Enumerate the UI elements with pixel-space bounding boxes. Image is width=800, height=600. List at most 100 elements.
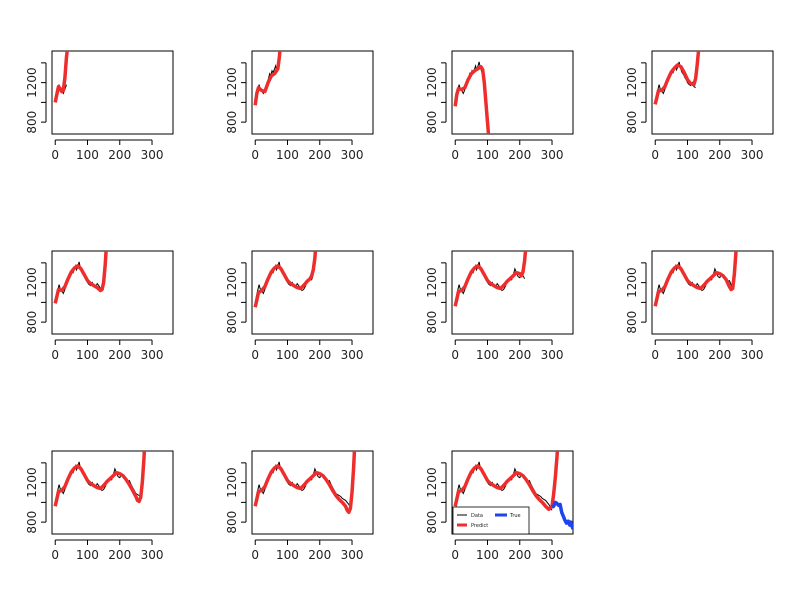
x-tick-label: 0: [51, 348, 59, 362]
x-tick-label: 100: [276, 148, 299, 162]
plot-content: [653, 251, 738, 307]
y-tick-label: 1200: [25, 67, 39, 98]
x-tick-label: 200: [508, 548, 531, 562]
y-tick-label: 800: [225, 111, 239, 134]
x-tick-label: 0: [251, 348, 259, 362]
x-tick-label: 0: [451, 348, 459, 362]
plot-box: [51, 250, 174, 335]
x-tick-label: 100: [676, 148, 699, 162]
x-tick-label: 200: [108, 348, 131, 362]
predict-line: [253, 251, 318, 308]
panel-5: 0 100 200 300 800 1200: [25, 250, 174, 362]
x-tick-label: 100: [676, 348, 699, 362]
panel-1: 0 100 200 300 800 1200: [25, 50, 174, 162]
y-tick-label: 1200: [625, 67, 639, 98]
x-tick-label: 300: [541, 548, 564, 562]
x-tick-label: 0: [451, 548, 459, 562]
x-tick-label: 100: [276, 348, 299, 362]
predict-line: [453, 65, 491, 134]
x-tick-label: 0: [251, 548, 259, 562]
plot-content: [53, 251, 108, 304]
predict-line: [53, 251, 108, 304]
panel-9: 0 100 200 300 800 1200: [25, 450, 174, 562]
y-tick-label: 800: [225, 511, 239, 534]
x-tick-label: 300: [741, 148, 764, 162]
x-tick-label: 300: [741, 348, 764, 362]
predict-line: [253, 451, 357, 515]
predict-line: [653, 251, 738, 307]
plot-box: [251, 50, 374, 135]
legend-label: True: [509, 513, 521, 519]
plot-content: [253, 51, 282, 106]
true-line: [551, 500, 573, 530]
panel-11: 0 100 200 300 800 1200 Data Predict True: [425, 450, 574, 562]
plot-content: [453, 61, 491, 134]
y-tick-label: 1200: [225, 467, 239, 498]
y-tick-label: 800: [425, 311, 439, 334]
plot-content: [253, 451, 357, 515]
y-tick-label: 1200: [425, 467, 439, 498]
x-tick-label: 100: [476, 148, 499, 162]
x-tick-label: 100: [276, 548, 299, 562]
x-tick-label: 0: [651, 148, 659, 162]
y-tick-label: 800: [25, 511, 39, 534]
x-tick-label: 200: [708, 348, 731, 362]
panel-2: 0 100 200 300 800 1200: [225, 50, 374, 162]
panel-6: 0 100 200 300 800 1200: [225, 250, 374, 362]
plot-content: [53, 451, 147, 507]
y-tick-label: 1200: [225, 267, 239, 298]
x-tick-label: 300: [341, 148, 364, 162]
plot-box: [51, 50, 174, 135]
x-tick-label: 300: [141, 548, 164, 562]
x-tick-label: 300: [541, 348, 564, 362]
plot-box: [451, 250, 574, 335]
y-tick-label: 1200: [625, 267, 639, 298]
y-tick-label: 800: [25, 311, 39, 334]
plot-content: [453, 451, 573, 530]
x-tick-label: 200: [708, 148, 731, 162]
plot-content: [653, 51, 701, 105]
y-tick-label: 1200: [225, 67, 239, 98]
predict-line: [253, 51, 282, 106]
x-tick-label: 0: [51, 148, 59, 162]
legend-box: [452, 506, 530, 535]
y-tick-label: 800: [625, 111, 639, 134]
predict-line: [453, 451, 560, 512]
x-tick-label: 0: [51, 548, 59, 562]
y-tick-label: 800: [425, 111, 439, 134]
panel-3: 0 100 200 300 800 1200: [425, 50, 574, 162]
x-tick-label: 300: [341, 548, 364, 562]
y-tick-label: 800: [225, 311, 239, 334]
plot-box: [651, 50, 774, 135]
legend: Data Predict True: [452, 506, 530, 535]
x-tick-label: 200: [508, 348, 531, 362]
x-tick-label: 200: [108, 148, 131, 162]
y-tick-label: 800: [25, 111, 39, 134]
x-tick-label: 100: [76, 348, 99, 362]
plot-box: [51, 450, 174, 535]
x-tick-label: 200: [308, 348, 331, 362]
panel-4: 0 100 200 300 800 1200: [625, 50, 774, 162]
x-tick-label: 100: [76, 148, 99, 162]
x-tick-label: 300: [141, 348, 164, 362]
x-tick-label: 100: [476, 548, 499, 562]
x-tick-label: 200: [308, 548, 331, 562]
x-tick-label: 300: [141, 148, 164, 162]
predict-line: [453, 251, 528, 307]
plot-content: [53, 51, 69, 103]
plot-box: [251, 250, 374, 335]
panel-10: 0 100 200 300 800 1200: [225, 450, 374, 562]
plot-box: [451, 50, 574, 135]
x-tick-label: 200: [508, 148, 531, 162]
plot-content: [453, 251, 528, 307]
y-tick-label: 1200: [25, 467, 39, 498]
y-tick-label: 1200: [25, 267, 39, 298]
plot-box: [651, 250, 774, 335]
y-tick-label: 800: [625, 311, 639, 334]
x-tick-label: 200: [108, 548, 131, 562]
x-tick-label: 200: [308, 148, 331, 162]
x-tick-label: 300: [541, 148, 564, 162]
plot-content: [253, 251, 318, 308]
x-tick-label: 100: [76, 548, 99, 562]
